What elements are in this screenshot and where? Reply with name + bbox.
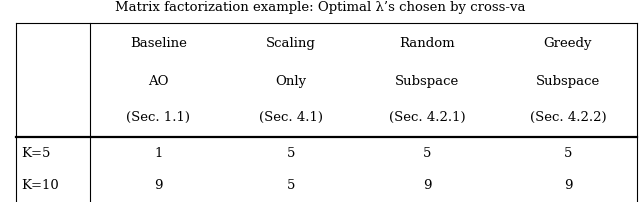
Text: Only: Only [276,74,307,87]
Text: 5: 5 [423,146,431,160]
Text: 5: 5 [287,178,296,191]
Text: K=5: K=5 [21,146,51,160]
Text: Greedy: Greedy [544,37,592,50]
Text: Subspace: Subspace [395,74,460,87]
Text: Scaling: Scaling [266,37,316,50]
Text: Baseline: Baseline [130,37,187,50]
Text: AO: AO [148,74,169,87]
Text: 5: 5 [287,146,296,160]
Text: (Sec. 1.1): (Sec. 1.1) [127,110,191,123]
Text: 1: 1 [154,146,163,160]
Text: 9: 9 [423,178,431,191]
Text: Random: Random [399,37,455,50]
Text: 9: 9 [154,178,163,191]
Text: (Sec. 4.2.1): (Sec. 4.2.1) [389,110,465,123]
Text: 9: 9 [564,178,572,191]
Text: K=10: K=10 [21,178,59,191]
Text: Matrix factorization example: Optimal λ’s chosen by cross-va: Matrix factorization example: Optimal λ’… [115,1,525,14]
Text: (Sec. 4.1): (Sec. 4.1) [259,110,323,123]
Text: Subspace: Subspace [536,74,600,87]
Text: (Sec. 4.2.2): (Sec. 4.2.2) [530,110,606,123]
Text: 5: 5 [564,146,572,160]
